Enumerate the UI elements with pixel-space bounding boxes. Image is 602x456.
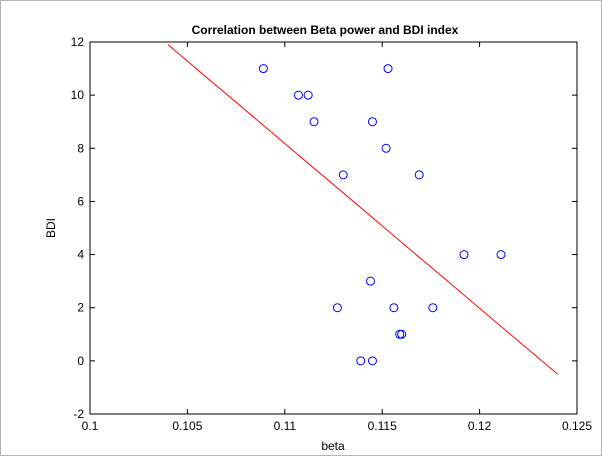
x-tick-label: 0.11	[274, 419, 297, 433]
data-point	[496, 250, 506, 260]
data-points	[258, 64, 506, 366]
y-tick-label: 10	[71, 88, 85, 102]
data-point	[381, 143, 391, 153]
data-point	[383, 64, 393, 74]
data-point	[332, 303, 342, 313]
fit-line	[167, 44, 558, 375]
x-axis-ticks: 0.1 0.105 0.11 0.115 0.12 0.125	[82, 42, 592, 433]
y-tick-label: -2	[73, 407, 84, 421]
data-point	[303, 90, 313, 100]
data-point	[367, 117, 377, 127]
data-point	[397, 329, 407, 339]
x-tick-label: 0.1	[82, 419, 99, 433]
x-tick-label: 0.105	[172, 419, 202, 433]
data-point	[367, 356, 377, 366]
y-tick-label: 12	[71, 35, 85, 49]
data-point	[428, 303, 438, 313]
data-point	[459, 250, 469, 260]
data-point	[389, 303, 399, 313]
data-point	[366, 276, 376, 286]
y-axis-label: BDI	[44, 218, 58, 238]
y-tick-label: 4	[77, 248, 84, 262]
regression-line	[167, 44, 558, 375]
plot-area	[89, 41, 578, 415]
data-point	[293, 90, 303, 100]
x-tick-label: 0.115	[368, 419, 397, 433]
data-point	[309, 117, 319, 127]
x-axis-label: beta	[321, 439, 345, 453]
chart-title: Correlation between Beta power and BDI i…	[192, 23, 459, 37]
y-axis-ticks: -2 0 2 4 6 8 10 12	[71, 35, 577, 421]
data-point	[258, 64, 268, 74]
y-tick-label: 8	[77, 141, 84, 155]
data-point	[414, 170, 424, 180]
y-tick-label: 2	[77, 301, 84, 315]
y-tick-label: 6	[77, 194, 84, 208]
x-tick-label: 0.12	[468, 419, 492, 433]
x-tick-label: 0.125	[562, 419, 592, 433]
data-point	[356, 356, 366, 366]
y-tick-label: 0	[77, 354, 84, 368]
data-point	[338, 170, 348, 180]
